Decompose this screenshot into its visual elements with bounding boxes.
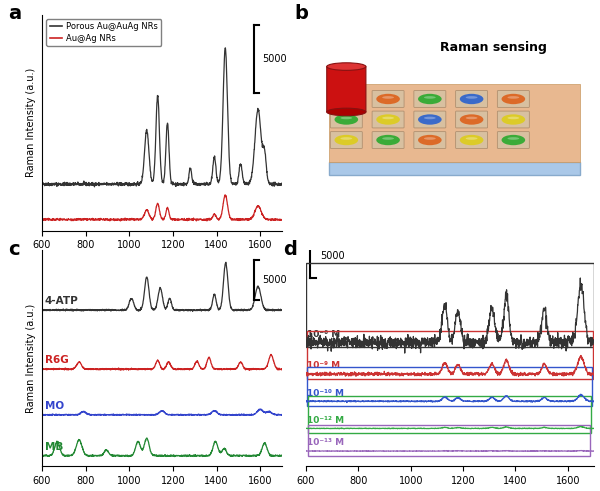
- Text: 10⁻¹² M: 10⁻¹² M: [307, 416, 344, 425]
- FancyBboxPatch shape: [414, 132, 446, 148]
- Ellipse shape: [335, 114, 358, 125]
- Ellipse shape: [466, 117, 478, 119]
- Ellipse shape: [460, 94, 484, 104]
- Text: 10⁻⁶ M: 10⁻⁶ M: [307, 330, 341, 339]
- Ellipse shape: [382, 137, 394, 140]
- Ellipse shape: [502, 94, 525, 104]
- Ellipse shape: [466, 96, 478, 99]
- Y-axis label: Raman Intensity (a.u.): Raman Intensity (a.u.): [26, 68, 37, 177]
- FancyBboxPatch shape: [497, 111, 529, 128]
- Text: 10⁻¹⁰ M: 10⁻¹⁰ M: [307, 389, 344, 398]
- FancyBboxPatch shape: [372, 111, 404, 128]
- Polygon shape: [329, 162, 580, 175]
- FancyBboxPatch shape: [455, 111, 488, 128]
- Ellipse shape: [340, 96, 352, 99]
- Ellipse shape: [327, 63, 366, 70]
- Ellipse shape: [502, 135, 525, 145]
- Polygon shape: [329, 84, 580, 162]
- Ellipse shape: [327, 108, 366, 116]
- Text: R6G: R6G: [44, 355, 68, 365]
- FancyBboxPatch shape: [372, 132, 404, 148]
- Text: 4-ATP: 4-ATP: [44, 296, 79, 306]
- Text: 5000: 5000: [320, 251, 345, 261]
- FancyBboxPatch shape: [327, 67, 366, 112]
- Ellipse shape: [418, 135, 442, 145]
- Ellipse shape: [376, 94, 400, 104]
- Ellipse shape: [508, 137, 519, 140]
- Text: Raman sensing: Raman sensing: [440, 41, 547, 54]
- Ellipse shape: [376, 114, 400, 125]
- Bar: [308, 396, 592, 433]
- FancyBboxPatch shape: [497, 132, 529, 148]
- Ellipse shape: [424, 96, 436, 99]
- Text: a: a: [8, 4, 22, 23]
- FancyBboxPatch shape: [331, 132, 362, 148]
- Ellipse shape: [382, 96, 394, 99]
- Ellipse shape: [508, 117, 519, 119]
- Ellipse shape: [335, 94, 358, 104]
- Text: 10⁻⁹ M: 10⁻⁹ M: [307, 361, 340, 371]
- Legend: Porous Au@AuAg NRs, Au@Ag NRs: Porous Au@AuAg NRs, Au@Ag NRs: [46, 19, 161, 46]
- Text: d: d: [283, 240, 297, 259]
- Text: 5000: 5000: [262, 275, 287, 285]
- Ellipse shape: [508, 96, 519, 99]
- Ellipse shape: [460, 135, 484, 145]
- Ellipse shape: [340, 137, 352, 140]
- Ellipse shape: [418, 94, 442, 104]
- Bar: [307, 367, 592, 406]
- Y-axis label: Raman Intensity (a.u.): Raman Intensity (a.u.): [26, 304, 37, 413]
- X-axis label: Raman Shift (cm⁻¹): Raman Shift (cm⁻¹): [106, 256, 218, 266]
- Ellipse shape: [460, 114, 484, 125]
- FancyBboxPatch shape: [372, 90, 404, 108]
- Ellipse shape: [340, 117, 352, 119]
- Bar: [306, 263, 594, 347]
- Ellipse shape: [382, 117, 394, 119]
- Ellipse shape: [466, 137, 478, 140]
- Text: MB: MB: [44, 442, 63, 452]
- Text: c: c: [8, 240, 20, 259]
- FancyBboxPatch shape: [414, 90, 446, 108]
- Text: 5000: 5000: [262, 54, 287, 63]
- Ellipse shape: [376, 135, 400, 145]
- Ellipse shape: [502, 114, 525, 125]
- Bar: [308, 425, 590, 456]
- Ellipse shape: [424, 137, 436, 140]
- Ellipse shape: [418, 114, 442, 125]
- FancyBboxPatch shape: [455, 132, 488, 148]
- FancyBboxPatch shape: [497, 90, 529, 108]
- FancyBboxPatch shape: [331, 90, 362, 108]
- Text: 10⁻¹³ M: 10⁻¹³ M: [307, 438, 344, 447]
- Text: MO: MO: [44, 401, 64, 411]
- Bar: [307, 330, 593, 379]
- FancyBboxPatch shape: [331, 111, 362, 128]
- Ellipse shape: [335, 135, 358, 145]
- FancyBboxPatch shape: [414, 111, 446, 128]
- FancyBboxPatch shape: [455, 90, 488, 108]
- Text: b: b: [295, 4, 308, 23]
- Ellipse shape: [424, 117, 436, 119]
